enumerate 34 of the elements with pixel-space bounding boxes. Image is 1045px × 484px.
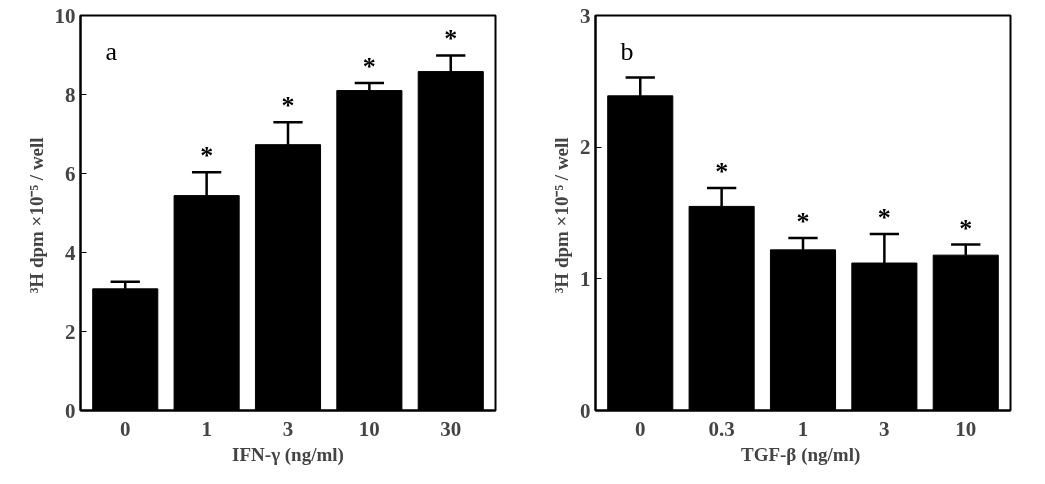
x-axis-title: TGF-β (ng/ml)	[741, 443, 861, 466]
x-tick-label: 10	[955, 416, 977, 441]
annotation: *	[796, 207, 810, 237]
y-tick-label: 10	[54, 3, 76, 28]
y-tick-label: 0	[580, 398, 591, 423]
y-axis-title: ³H dpm ×10⁻⁵ / well	[551, 137, 572, 294]
y-tick-label: 2	[65, 319, 76, 344]
x-tick-label: 0	[635, 416, 646, 441]
y-tick-label: 4	[65, 240, 76, 265]
annotation: *	[362, 52, 376, 82]
x-tick-label: 1	[201, 416, 212, 441]
annotation: *	[959, 213, 973, 243]
annotation: *	[281, 91, 295, 121]
x-tick-label: 3	[879, 416, 890, 441]
x-tick-label: 0.3	[708, 416, 735, 441]
annotation: *	[200, 141, 214, 171]
y-tick-label: 8	[65, 82, 76, 107]
annotation: a	[105, 36, 118, 66]
y-tick-label: 1	[580, 266, 591, 291]
x-tick-label: 10	[358, 416, 380, 441]
x-tick-label: 1	[797, 416, 809, 441]
y-axis-title: ³H dpm ×10⁻⁵ / well	[25, 137, 47, 294]
x-axis-title: IFN-γ (ng/ml)	[232, 443, 344, 466]
annotation: b	[620, 36, 634, 66]
x-tick-label: 30	[440, 416, 462, 441]
annotation: *	[444, 24, 458, 54]
y-tick-label: 2	[580, 135, 591, 160]
annotation: *	[877, 203, 891, 233]
y-tick-label: 6	[65, 161, 76, 186]
y-tick-label: 0	[65, 398, 76, 423]
x-tick-label: 3	[282, 416, 294, 441]
y-tick-label: 3	[580, 3, 591, 28]
x-tick-label: 0	[120, 416, 131, 441]
annotation: *	[715, 156, 729, 186]
